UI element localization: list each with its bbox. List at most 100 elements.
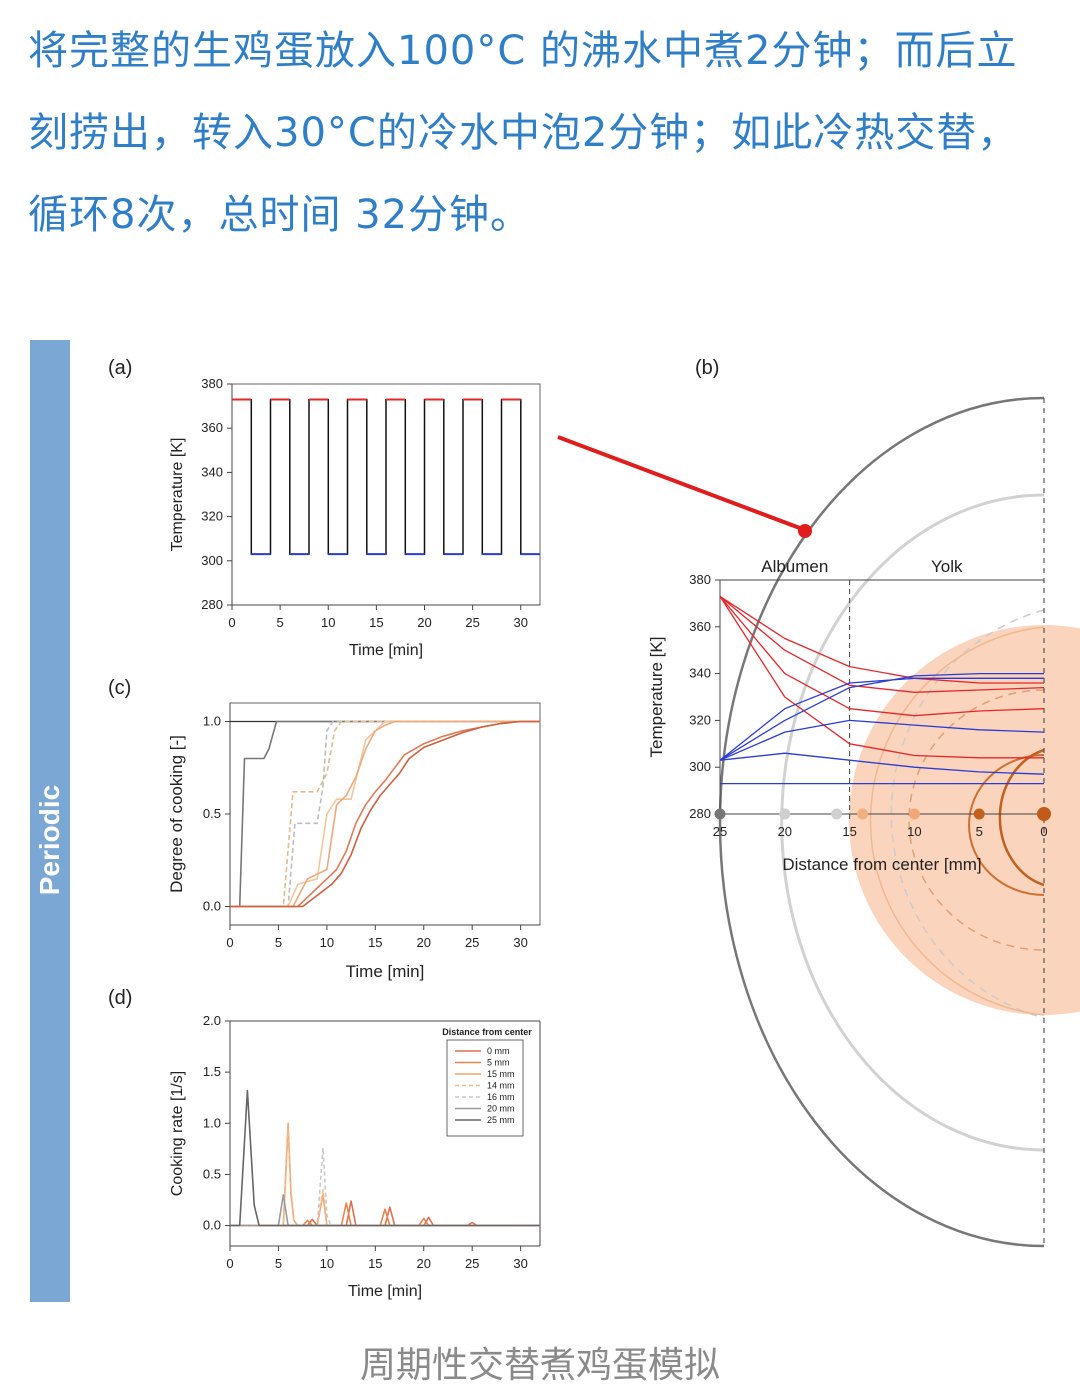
- x-tick-label: 15: [369, 615, 383, 630]
- x-axis-label: Distance from center [mm]: [782, 855, 981, 874]
- profile-line: [719, 677, 1044, 761]
- cooking-degree-line: [230, 720, 540, 908]
- albumen-ring-20: [780, 493, 1045, 1152]
- yolk-label: Yolk: [931, 557, 963, 576]
- temperature-line: [232, 398, 540, 555]
- y-tick-label: 1.0: [203, 1115, 221, 1130]
- x-tick-label: 25: [713, 824, 727, 839]
- x-tick-label: 5: [275, 935, 282, 950]
- y-axis-label: Cooking rate [1/s]: [169, 1071, 186, 1196]
- x-tick-label: 5: [976, 824, 983, 839]
- cooking-degree-line: [230, 720, 540, 908]
- x-tick-label: 30: [513, 935, 527, 950]
- y-tick-label: 360: [689, 619, 711, 634]
- y-tick-label: 0.0: [203, 1218, 221, 1233]
- profile-line: [719, 595, 1045, 693]
- legend-entry: 5 mm: [487, 1058, 510, 1068]
- y-tick-label: 380: [201, 376, 223, 391]
- chart-c: 0 5 10 15 20 25 30 0.0 0.5 1.0 Time [min] Degree of…: [167, 702, 541, 981]
- y-tick-label: 300: [201, 553, 223, 568]
- location-marker: [779, 808, 791, 820]
- legend-entry: 25 mm: [487, 1115, 515, 1125]
- y-tick-label: 1.5: [203, 1064, 221, 1079]
- location-marker: [831, 808, 843, 820]
- profile-line: [719, 719, 1045, 761]
- x-tick-label: 10: [907, 824, 921, 839]
- x-axis-label: Time [min]: [346, 962, 425, 981]
- x-tick-label: 20: [778, 824, 792, 839]
- profile-line: [719, 595, 1044, 684]
- y-tick-label: 0.5: [203, 1166, 221, 1181]
- x-tick-label: 30: [513, 1256, 527, 1271]
- x-tick-label: 15: [842, 824, 856, 839]
- sidebar-bar: [30, 340, 70, 1302]
- x-tick-label: 20: [417, 935, 431, 950]
- yolk-ring-15: [869, 626, 1045, 1016]
- x-tick-label: 0: [1040, 824, 1047, 839]
- legend-title: Distance from center: [442, 1027, 532, 1037]
- connector-line: [557, 435, 806, 532]
- x-tick-label: 15: [368, 935, 382, 950]
- yolk-disc: [849, 625, 1080, 1015]
- x-tick-label: 20: [417, 615, 431, 630]
- cooking-degree-line: [230, 720, 540, 908]
- cooking-rate-line: [230, 1202, 540, 1227]
- y-tick-label: 280: [689, 806, 711, 821]
- y-tick-label: 1.0: [203, 714, 221, 729]
- y-tick-label: 340: [689, 666, 711, 681]
- y-axis-label: Degree of cooking [-]: [167, 735, 186, 893]
- profile-line: [719, 596, 1044, 759]
- y-axis-label: Temperature [K]: [647, 637, 666, 758]
- cooking-rate-line: [230, 1089, 540, 1227]
- y-tick-label: 320: [201, 509, 223, 524]
- y-tick-label: 2.0: [203, 1013, 221, 1028]
- cooking-degree-line: [230, 720, 540, 908]
- yolk-ring-10: [908, 689, 1045, 951]
- cooking-rate-line: [230, 1200, 540, 1227]
- x-tick-label: 0: [226, 935, 233, 950]
- y-tick-label: 280: [201, 597, 223, 612]
- x-tick-label: 10: [320, 935, 334, 950]
- legend-entry: 20 mm: [487, 1104, 515, 1114]
- x-tick-label: 0: [228, 615, 235, 630]
- x-tick-label: 5: [277, 615, 284, 630]
- panel-label-d: (d): [108, 987, 132, 1009]
- x-tick-label: 30: [514, 615, 528, 630]
- cooking-degree-line: [230, 720, 540, 908]
- cooking-degree-line: [230, 720, 540, 908]
- legend-entry: 14 mm: [487, 1081, 515, 1091]
- intro-text: 将完整的生鸡蛋放入100°C 的沸水中煮2分钟；而后立刻捞出，转入30°C的冷水…: [28, 28, 1019, 238]
- shell-outline: [718, 396, 1045, 1248]
- x-tick-label: 25: [465, 615, 479, 630]
- cooking-degree-line: [230, 720, 540, 908]
- panel-label-a: (a): [108, 357, 132, 379]
- caption: 周期性交替煮鸡蛋模拟: [359, 1345, 720, 1386]
- location-marker: [1037, 807, 1051, 821]
- y-tick-label: 340: [201, 464, 223, 479]
- x-axis-label: Time [min]: [348, 1283, 422, 1300]
- albumen-label: Albumen: [761, 557, 828, 576]
- yolk-ring-5: [968, 754, 1045, 896]
- x-tick-label: 15: [368, 1256, 382, 1271]
- location-marker: [908, 808, 920, 820]
- x-tick-label: 25: [465, 935, 479, 950]
- connector-dot: [798, 524, 812, 538]
- y-tick-label: 300: [689, 759, 711, 774]
- profile-line: [719, 672, 1044, 761]
- x-tick-label: 10: [321, 615, 335, 630]
- plot-frame: [229, 702, 541, 926]
- cooking-rate-line: [230, 1147, 540, 1227]
- yolk-ring-core: [998, 748, 1045, 887]
- y-tick-label: 380: [689, 572, 711, 587]
- y-tick-label: 320: [689, 712, 711, 727]
- y-tick-label: 0.5: [203, 806, 221, 821]
- x-tick-label: 10: [320, 1256, 334, 1271]
- legend-entry: 15 mm: [487, 1069, 515, 1079]
- panel-label-b: (b): [695, 357, 719, 379]
- legend-entry: 0 mm: [487, 1046, 510, 1056]
- location-marker: [973, 808, 985, 820]
- figure: (a) (b) (c) (d) 0 5 10 15 20 25 30280300320340…: [108, 357, 1080, 1300]
- y-tick-label: 360: [201, 420, 223, 435]
- x-tick-label: 0: [226, 1256, 233, 1271]
- chart-b: 25 20 15 10 5 0 280 300 320 340 360 380 Distance fro…: [647, 557, 1051, 874]
